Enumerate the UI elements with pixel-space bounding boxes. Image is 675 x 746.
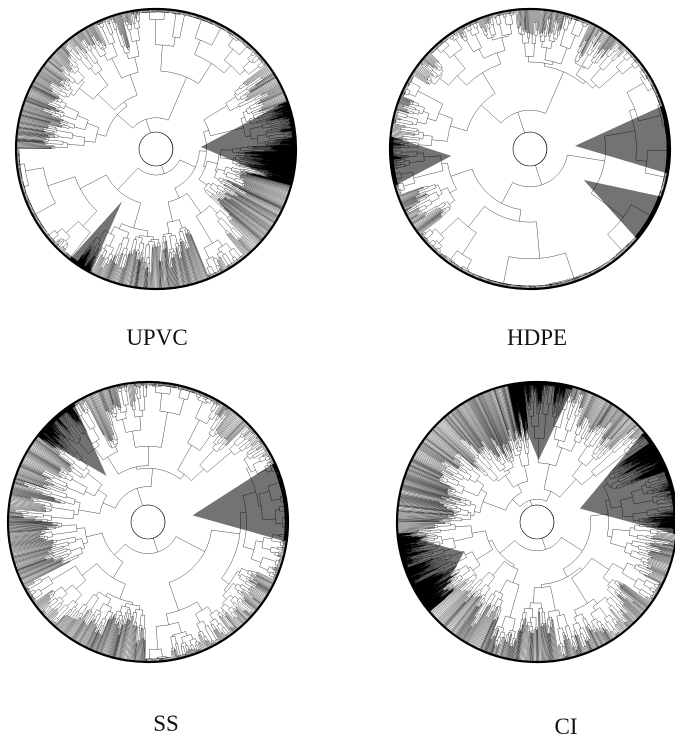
- tree-outer-ring: [6, 380, 290, 664]
- dense-clade-wedges: [392, 106, 668, 238]
- dense-clade-wedge: [39, 404, 107, 476]
- tree-root-ring: [519, 504, 555, 540]
- dense-clade-wedge: [583, 180, 660, 238]
- dense-clade-wedge: [508, 384, 573, 461]
- caption-ci: CI: [554, 714, 578, 739]
- dense-clade-wedges: [399, 384, 675, 611]
- dense-clade-wedges: [71, 101, 295, 271]
- dense-clade-wedge: [71, 201, 123, 271]
- caption-hdpe: HDPE: [506, 325, 568, 350]
- dense-clade-wedge: [399, 534, 465, 611]
- tree-outer-ring: [14, 7, 298, 291]
- tree-outer-ring: [388, 7, 672, 291]
- phylogenetic-tree-ci: [395, 380, 675, 664]
- phylogenetic-tree-ss: [6, 380, 290, 664]
- caption-upvc: UPVC: [126, 325, 188, 350]
- phylogenetic-tree-hdpe: [388, 7, 672, 291]
- tree-root-ring: [130, 504, 166, 540]
- dense-clade-wedge: [392, 136, 452, 185]
- dense-clade-wedge: [200, 101, 295, 185]
- dense-clade-wedge: [579, 433, 675, 535]
- phylogenetic-tree-upvc: [14, 7, 298, 291]
- tree-root-ring: [512, 131, 548, 167]
- tree-root-ring: [138, 131, 174, 167]
- tree-outer-ring: [395, 380, 675, 664]
- caption-ss: SS: [153, 711, 179, 736]
- dense-clade-wedge: [192, 463, 287, 542]
- dense-clade-wedges: [39, 404, 287, 542]
- dense-clade-wedge: [574, 106, 668, 173]
